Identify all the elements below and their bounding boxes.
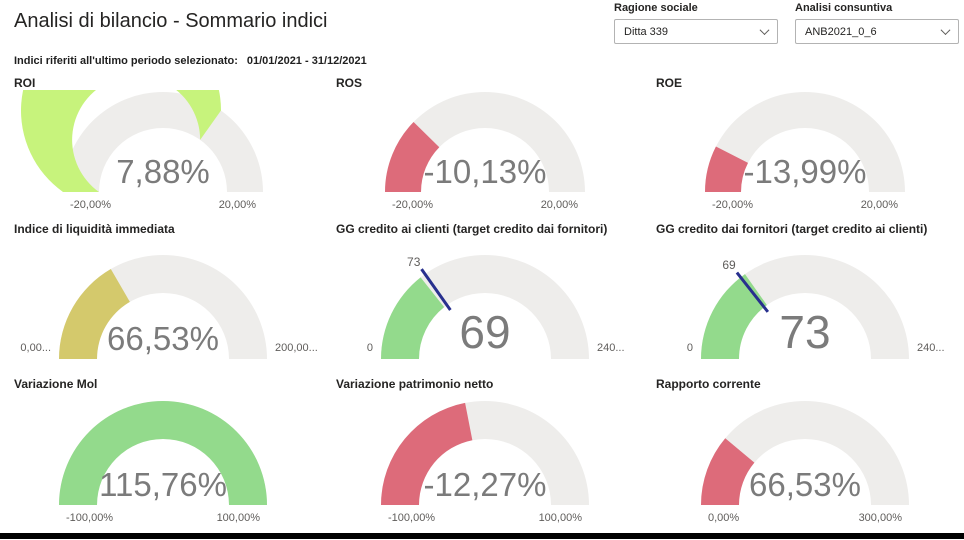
period-subtitle: Indici riferiti all'ultimo periodo selez… — [14, 55, 367, 67]
gauge-min-label: 0,00% — [708, 512, 740, 524]
gauge-roe: ROE -13,99% -20,00% 20,00% — [650, 76, 960, 222]
gauge-target-label: 69 — [722, 258, 736, 273]
gauge-arc — [8, 232, 318, 369]
gauge-arc — [330, 232, 640, 369]
gauge-min-label: 0 — [366, 342, 373, 354]
dropdown-selected-value: ANB2021_0_6 — [805, 25, 877, 38]
page-title: Analisi di bilancio - Sommario indici — [14, 10, 328, 32]
gauge-value: 66,53% — [749, 466, 861, 503]
gauge-title: Variazione patrimonio netto — [336, 377, 494, 391]
gauge-max-label: 20,00% — [218, 199, 256, 211]
gauge-roi: ROI 7,88% -20,00% 20,00% — [8, 10, 318, 222]
gauge-arc — [650, 90, 960, 201]
gauge-value: 66,53% — [107, 320, 219, 357]
gauge-min-label: -100,00% — [66, 512, 114, 524]
gauge-min-label: 0 — [686, 342, 693, 354]
gauge-title: GG credito ai clienti (target credito da… — [336, 222, 608, 236]
gauge-min-label: -100,00% — [388, 512, 436, 524]
gauge-liquidita-immediata: Indice di liquidità immediata 66,53% 0,0… — [8, 222, 318, 377]
gauge-max-label: 200,00... — [275, 342, 318, 354]
chevron-down-icon — [759, 25, 770, 36]
gauge-max-label: 100,00% — [538, 512, 582, 524]
dropdown-selected-value: Ditta 339 — [624, 25, 669, 38]
gauge-min-label: 0,00... — [20, 342, 51, 354]
gauge-title: ROI — [14, 76, 36, 90]
filter-ragione-sociale: Ragione sociale Ditta 339 — [614, 2, 778, 44]
gauge-max-label: 20,00% — [860, 199, 898, 211]
gauge-value: -10,13% — [423, 153, 547, 190]
ragione-sociale-dropdown[interactable]: Ditta 339 — [614, 19, 778, 44]
gauge-min-label: -20,00% — [392, 199, 433, 211]
gauge-title: Indice di liquidità immediata — [14, 222, 175, 236]
filter-label: Ragione sociale — [614, 2, 698, 14]
gauge-min-label: -20,00% — [712, 199, 753, 211]
gauge-value: 69 — [459, 306, 511, 358]
gauge-value: -13,99% — [743, 153, 867, 190]
period-label: Indici riferiti all'ultimo periodo selez… — [14, 55, 238, 67]
gauge-arc — [330, 90, 640, 201]
chevron-down-icon — [940, 25, 951, 36]
gauge-target-label: 73 — [407, 254, 421, 269]
gauge-ros: ROS -10,13% -20,00% 20,00% — [330, 76, 640, 222]
collapsed-bottom-bar — [0, 533, 964, 539]
gauge-arc — [650, 232, 960, 369]
gauge-title: GG credito dai fornitori (target credito… — [656, 222, 928, 236]
filter-label: Analisi consuntiva — [795, 2, 893, 14]
gauge-value: 73 — [779, 306, 831, 358]
gauge-gg-credito-clienti: GG credito ai clienti (target credito da… — [330, 222, 640, 377]
gauge-variazione-patrimonio: Variazione patrimonio netto -12,27% -100… — [330, 377, 640, 525]
gauge-arc — [330, 395, 640, 514]
gauge-value: 7,88% — [116, 153, 210, 190]
gauge-max-label: 240... — [917, 342, 945, 354]
gauge-gg-credito-fornitori: GG credito dai fornitori (target credito… — [650, 222, 960, 377]
gauge-max-label: 300,00% — [858, 512, 902, 524]
gauge-arc — [8, 395, 318, 514]
period-value: 01/01/2021 - 31/12/2021 — [246, 55, 367, 67]
gauge-max-label: 20,00% — [540, 199, 578, 211]
gauge-min-label: -20,00% — [70, 199, 111, 211]
gauge-arc — [650, 395, 960, 514]
gauge-max-label: 100,00% — [216, 512, 260, 524]
filter-analisi-consuntiva: Analisi consuntiva ANB2021_0_6 — [795, 2, 959, 44]
gauge-value: 115,76% — [99, 466, 227, 503]
gauge-title: Rapporto corrente — [656, 377, 761, 391]
analisi-consuntiva-dropdown[interactable]: ANB2021_0_6 — [795, 19, 959, 44]
gauge-title: Variazione Mol — [14, 377, 98, 391]
gauge-variazione-mol: Variazione Mol 115,76% -100,00% 100,00% — [8, 377, 318, 525]
gauge-value: -12,27% — [423, 466, 547, 503]
gauge-title: ROE — [656, 76, 683, 90]
gauge-title: ROS — [336, 76, 363, 90]
gauge-max-label: 240... — [597, 342, 625, 354]
gauge-rapporto-corrente: Rapporto corrente 66,53% 0,00% 300,00% — [650, 377, 960, 525]
